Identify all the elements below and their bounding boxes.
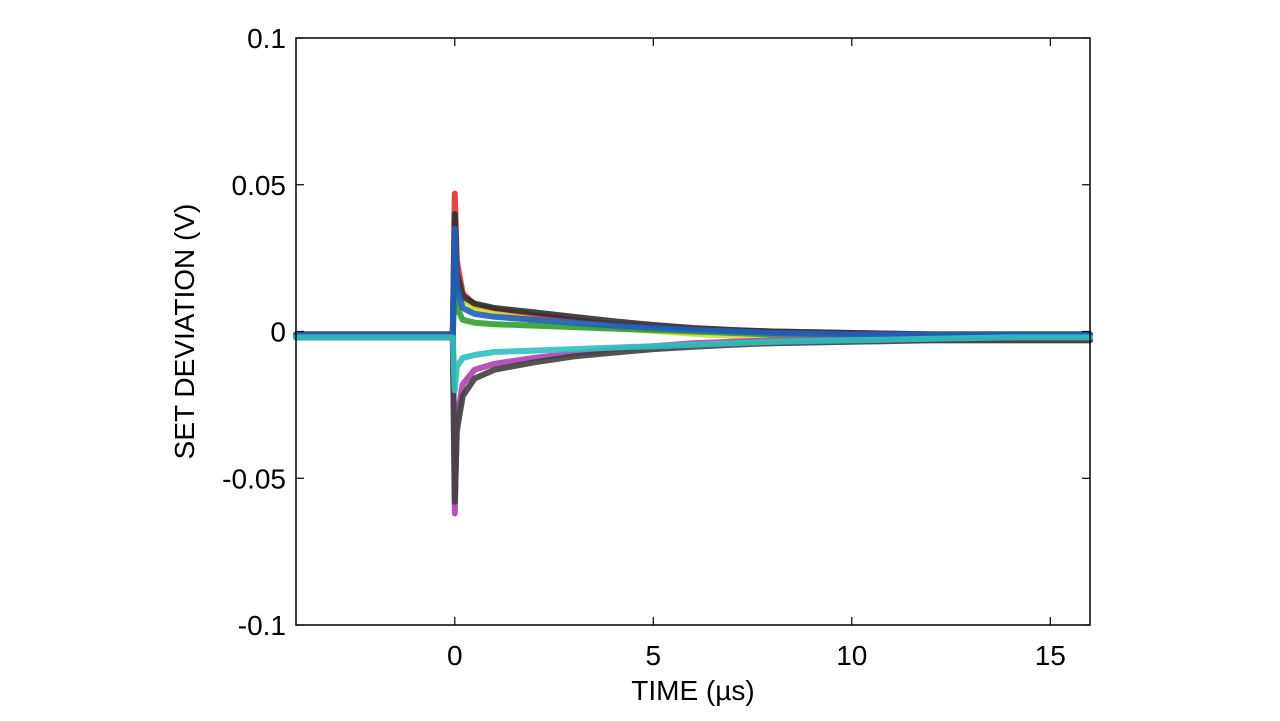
x-tick-label: 0 bbox=[447, 640, 463, 671]
y-tick-label: 0.1 bbox=[247, 23, 286, 54]
y-axis-label: SET DEVIATION (V) bbox=[169, 204, 200, 460]
axis-ticks: 0 5 10 15 -0.1 -0.05 0 0.05 0.1 bbox=[222, 23, 1090, 671]
x-axis-label: TIME (µs) bbox=[631, 675, 754, 706]
series-traces bbox=[293, 190, 1093, 517]
series-line-4 bbox=[293, 225, 1093, 338]
series-line-6 bbox=[293, 334, 1093, 505]
x-tick-label: 5 bbox=[646, 640, 662, 671]
x-tick-label: 10 bbox=[836, 640, 867, 671]
series-line-0 bbox=[293, 190, 1093, 338]
series-line-7 bbox=[293, 334, 1093, 394]
y-tick-label: 0 bbox=[270, 317, 286, 348]
y-tick-label: 0.05 bbox=[232, 170, 287, 201]
y-tick-label: -0.1 bbox=[238, 610, 286, 641]
series-line-3 bbox=[293, 211, 1093, 338]
y-tick-label: -0.05 bbox=[222, 463, 286, 494]
series-line-5 bbox=[293, 334, 1093, 517]
x-tick-label: 15 bbox=[1035, 640, 1066, 671]
